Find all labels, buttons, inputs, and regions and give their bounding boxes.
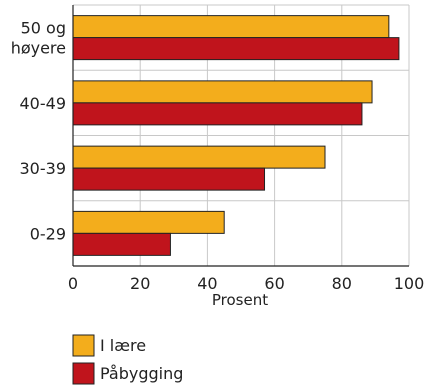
- legend-swatch-1: [72, 362, 95, 385]
- category-label-3-0: 0-29: [30, 224, 66, 243]
- category-label-0-1: høyere: [11, 39, 66, 58]
- legend-label-1: Påbygging: [100, 364, 183, 383]
- x-tick-label-0: 0: [68, 274, 78, 293]
- category-label-1-0: 40-49: [20, 94, 67, 113]
- x-axis-title: Prosent: [212, 291, 268, 309]
- x-tick-label-2: 40: [197, 274, 217, 293]
- legend: I lære Påbygging: [72, 334, 183, 385]
- bar-pabygging-2: [72, 167, 266, 191]
- x-tick-label-4: 80: [332, 274, 352, 293]
- x-tick-label-5: 100: [394, 274, 425, 293]
- axis-layer: [72, 5, 409, 267]
- bar-i-laere-0: [72, 15, 390, 39]
- category-label-0-0: 50 og: [21, 19, 66, 38]
- bar-i-laere-3: [72, 210, 225, 234]
- legend-swatch-0: [72, 334, 95, 357]
- bar-pabygging-3: [72, 232, 171, 256]
- legend-label-0: I lære: [100, 336, 146, 355]
- x-tick-label-3: 60: [264, 274, 284, 293]
- bar-i-laere-1: [72, 80, 373, 104]
- bar-pabygging-0: [72, 37, 400, 61]
- bar-i-laere-2: [72, 145, 326, 169]
- x-tick-label-1: 20: [130, 274, 150, 293]
- category-label-2-0: 30-39: [20, 159, 67, 178]
- bar-pabygging-1: [72, 102, 363, 126]
